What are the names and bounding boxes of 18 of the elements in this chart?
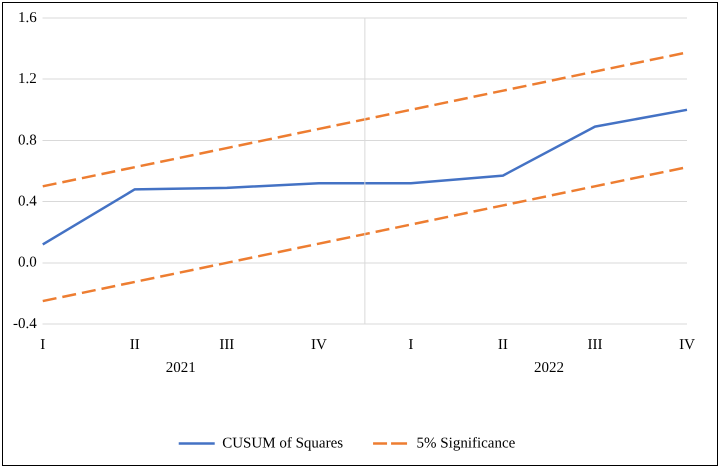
text: 2022 bbox=[534, 360, 564, 376]
x-tick-label: II bbox=[130, 336, 140, 353]
legend-label: 5% Significance bbox=[416, 435, 516, 452]
y-tick-label: 1.6 bbox=[18, 10, 38, 26]
x-tick-label: II bbox=[498, 336, 508, 353]
x-tick-label: IV bbox=[679, 336, 696, 353]
legend-label: CUSUM of Squares bbox=[222, 435, 344, 452]
x-tick-label: III bbox=[587, 336, 602, 353]
x-tick-label: I bbox=[408, 336, 414, 353]
x-tick-label: I bbox=[40, 336, 46, 353]
x-tick-label: IV bbox=[310, 336, 327, 353]
y-tick-label: 0.0 bbox=[18, 254, 37, 271]
y-tick-label: 0.4 bbox=[18, 194, 38, 210]
text: 2021 bbox=[166, 360, 196, 376]
x-tick-label: III bbox=[219, 336, 234, 353]
y-tick-label: 1.2 bbox=[18, 71, 37, 88]
y-tick-label: -0.4 bbox=[12, 316, 38, 332]
y-tick-label: 0.8 bbox=[18, 132, 37, 148]
